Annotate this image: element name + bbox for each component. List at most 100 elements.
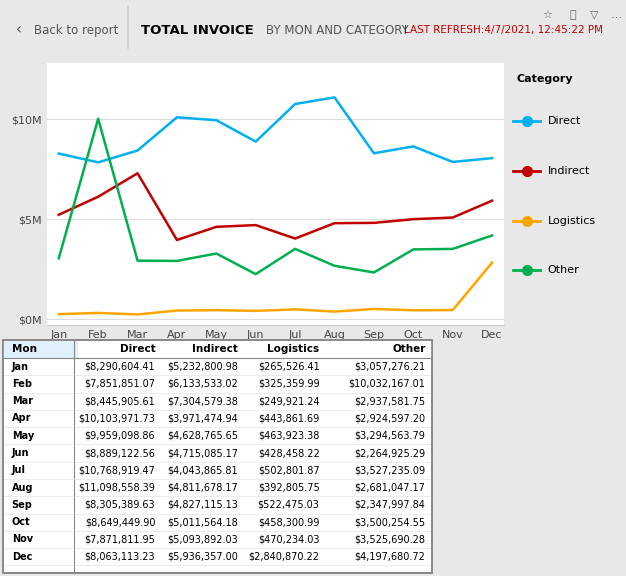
Text: $2,937,581.75: $2,937,581.75 [354,396,426,406]
Text: $11,098,558.39: $11,098,558.39 [78,483,155,492]
Text: ☆: ☆ [543,10,553,20]
Text: $8,889,122.56: $8,889,122.56 [85,448,155,458]
Text: $8,445,905.61: $8,445,905.61 [85,396,155,406]
Text: $428,458.22: $428,458.22 [258,448,320,458]
Bar [3,514,78,531]
Bar [3,462,432,479]
Text: $10,032,167.01: $10,032,167.01 [349,379,426,389]
Text: $7,871,811.95: $7,871,811.95 [85,535,155,544]
Text: Aug: Aug [12,483,33,492]
Text: May: May [12,431,34,441]
Text: $265,526.41: $265,526.41 [258,362,320,372]
Text: Nov: Nov [12,535,33,544]
Text: $3,294,563.79: $3,294,563.79 [355,431,426,441]
Bar [3,531,432,548]
Bar [3,445,78,462]
Text: $8,305,389.63: $8,305,389.63 [85,500,155,510]
Text: $2,840,870.22: $2,840,870.22 [249,552,320,562]
Bar [3,427,78,445]
Bar [3,410,78,427]
Text: $3,500,254.55: $3,500,254.55 [354,517,426,527]
Text: $8,063,113.23: $8,063,113.23 [85,552,155,562]
Text: $3,971,474.94: $3,971,474.94 [167,414,238,423]
Text: $5,232,800.98: $5,232,800.98 [167,362,238,372]
Text: ▽: ▽ [590,10,599,20]
Text: $325,359.99: $325,359.99 [258,379,320,389]
Bar [3,531,78,548]
Text: $4,827,115.13: $4,827,115.13 [167,500,238,510]
Bar [3,340,432,358]
Text: Jan: Jan [12,362,29,372]
Text: $4,628,765.65: $4,628,765.65 [167,431,238,441]
Text: Mon: Mon [12,344,37,354]
Text: Other: Other [548,266,579,275]
Text: $2,264,925.29: $2,264,925.29 [354,448,426,458]
Bar [3,393,78,410]
Text: $3,525,690.28: $3,525,690.28 [354,535,426,544]
Bar [3,393,432,410]
Text: Back to report: Back to report [34,24,119,37]
Text: Logistics: Logistics [548,215,595,226]
Text: $502,801.87: $502,801.87 [258,465,320,475]
Text: BY MON AND CATEGORY: BY MON AND CATEGORY [266,24,409,37]
Text: $3,527,235.09: $3,527,235.09 [354,465,426,475]
Text: Other: Other [392,344,426,354]
Text: Logistics: Logistics [267,344,320,354]
Text: $4,043,865.81: $4,043,865.81 [168,465,238,475]
Text: LAST REFRESH:4/7/2021, 12:45:22 PM: LAST REFRESH:4/7/2021, 12:45:22 PM [404,25,603,35]
Bar [3,462,78,479]
Bar [3,427,432,445]
Text: Apr: Apr [12,414,31,423]
Text: $8,649,449.90: $8,649,449.90 [85,517,155,527]
Text: Direct: Direct [548,116,581,126]
Text: ‹: ‹ [16,22,22,37]
Text: Direct: Direct [120,344,155,354]
Text: $10,103,971.73: $10,103,971.73 [78,414,155,423]
Text: $249,921.24: $249,921.24 [258,396,320,406]
Bar [3,496,432,514]
Text: Category: Category [516,74,573,84]
Bar [3,548,78,565]
Bar [3,496,78,514]
Text: Indirect: Indirect [192,344,238,354]
Text: $470,234.03: $470,234.03 [258,535,320,544]
Text: $522,475.03: $522,475.03 [258,500,320,510]
Text: $7,304,579.38: $7,304,579.38 [167,396,238,406]
Text: $3,057,276.21: $3,057,276.21 [354,362,426,372]
Text: Jun: Jun [12,448,29,458]
Text: Mar: Mar [12,396,33,406]
Text: $2,347,997.84: $2,347,997.84 [355,500,426,510]
Bar [3,445,432,462]
Text: $8,290,604.41: $8,290,604.41 [85,362,155,372]
Text: Oct: Oct [12,517,30,527]
Text: $4,811,678.17: $4,811,678.17 [167,483,238,492]
FancyBboxPatch shape [3,340,432,573]
Text: Dec: Dec [12,552,32,562]
Text: …: … [611,10,622,20]
Bar [3,514,432,531]
Text: TOTAL INVOICE: TOTAL INVOICE [141,24,254,37]
Text: $6,133,533.02: $6,133,533.02 [167,379,238,389]
Text: $7,851,851.07: $7,851,851.07 [85,379,155,389]
Bar [3,358,78,376]
Text: $2,924,597.20: $2,924,597.20 [354,414,426,423]
Bar [3,548,432,565]
Text: $463,923.38: $463,923.38 [258,431,320,441]
Text: Jul: Jul [12,465,26,475]
Text: ⧉: ⧉ [570,10,576,20]
Text: $10,768,919.47: $10,768,919.47 [78,465,155,475]
Text: $4,197,680.72: $4,197,680.72 [355,552,426,562]
Text: $392,805.75: $392,805.75 [258,483,320,492]
Bar [3,410,432,427]
Text: $5,011,564.18: $5,011,564.18 [167,517,238,527]
Bar [3,376,432,393]
Bar [3,376,78,393]
Text: $5,936,357.00: $5,936,357.00 [167,552,238,562]
Bar [3,358,432,376]
Bar [3,340,78,358]
Text: Sep: Sep [12,500,33,510]
Bar [3,479,78,496]
Text: $458,300.99: $458,300.99 [258,517,320,527]
Text: $2,681,047.17: $2,681,047.17 [355,483,426,492]
Text: $443,861.69: $443,861.69 [259,414,320,423]
